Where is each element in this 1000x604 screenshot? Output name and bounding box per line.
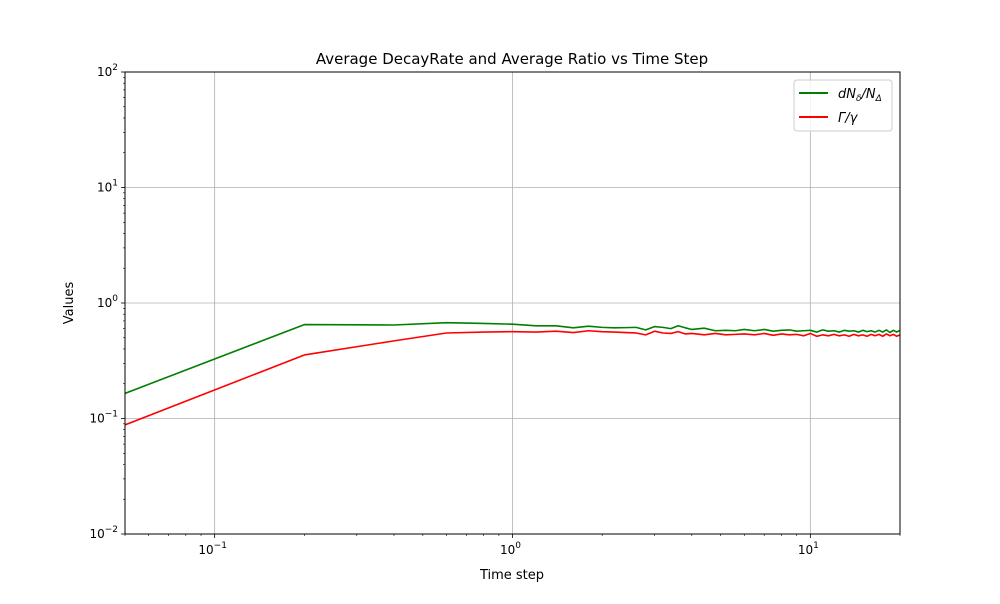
legend-label-dn-ratio: dNδ/NΔ [838,87,882,104]
y-tick-label: 10−2 [89,525,118,541]
y-tick-label: 100 [97,294,118,310]
y-axis-label: Values [62,282,77,325]
legend: dNδ/NΔ Γ/γ [793,79,893,132]
legend-label-gamma-ratio: Γ/γ [838,111,859,126]
series-group [124,321,901,426]
axis-ticks: 10−1 100 101 10−2 10−1 100 101 102 [89,63,901,557]
y-tick-label: 101 [97,179,118,195]
series-line-dn-ratio [124,321,901,395]
y-tick-label: 102 [97,63,118,79]
x-tick-label: 10−1 [198,541,227,557]
y-tick-label: 10−1 [89,410,118,426]
chart-title: Average DecayRate and Average Ratio vs T… [316,50,708,68]
x-tick-label: 101 [798,541,819,557]
series-line-gamma-ratio [124,329,901,426]
x-axis-label: Time step [479,568,544,583]
x-tick-label: 100 [500,541,521,557]
